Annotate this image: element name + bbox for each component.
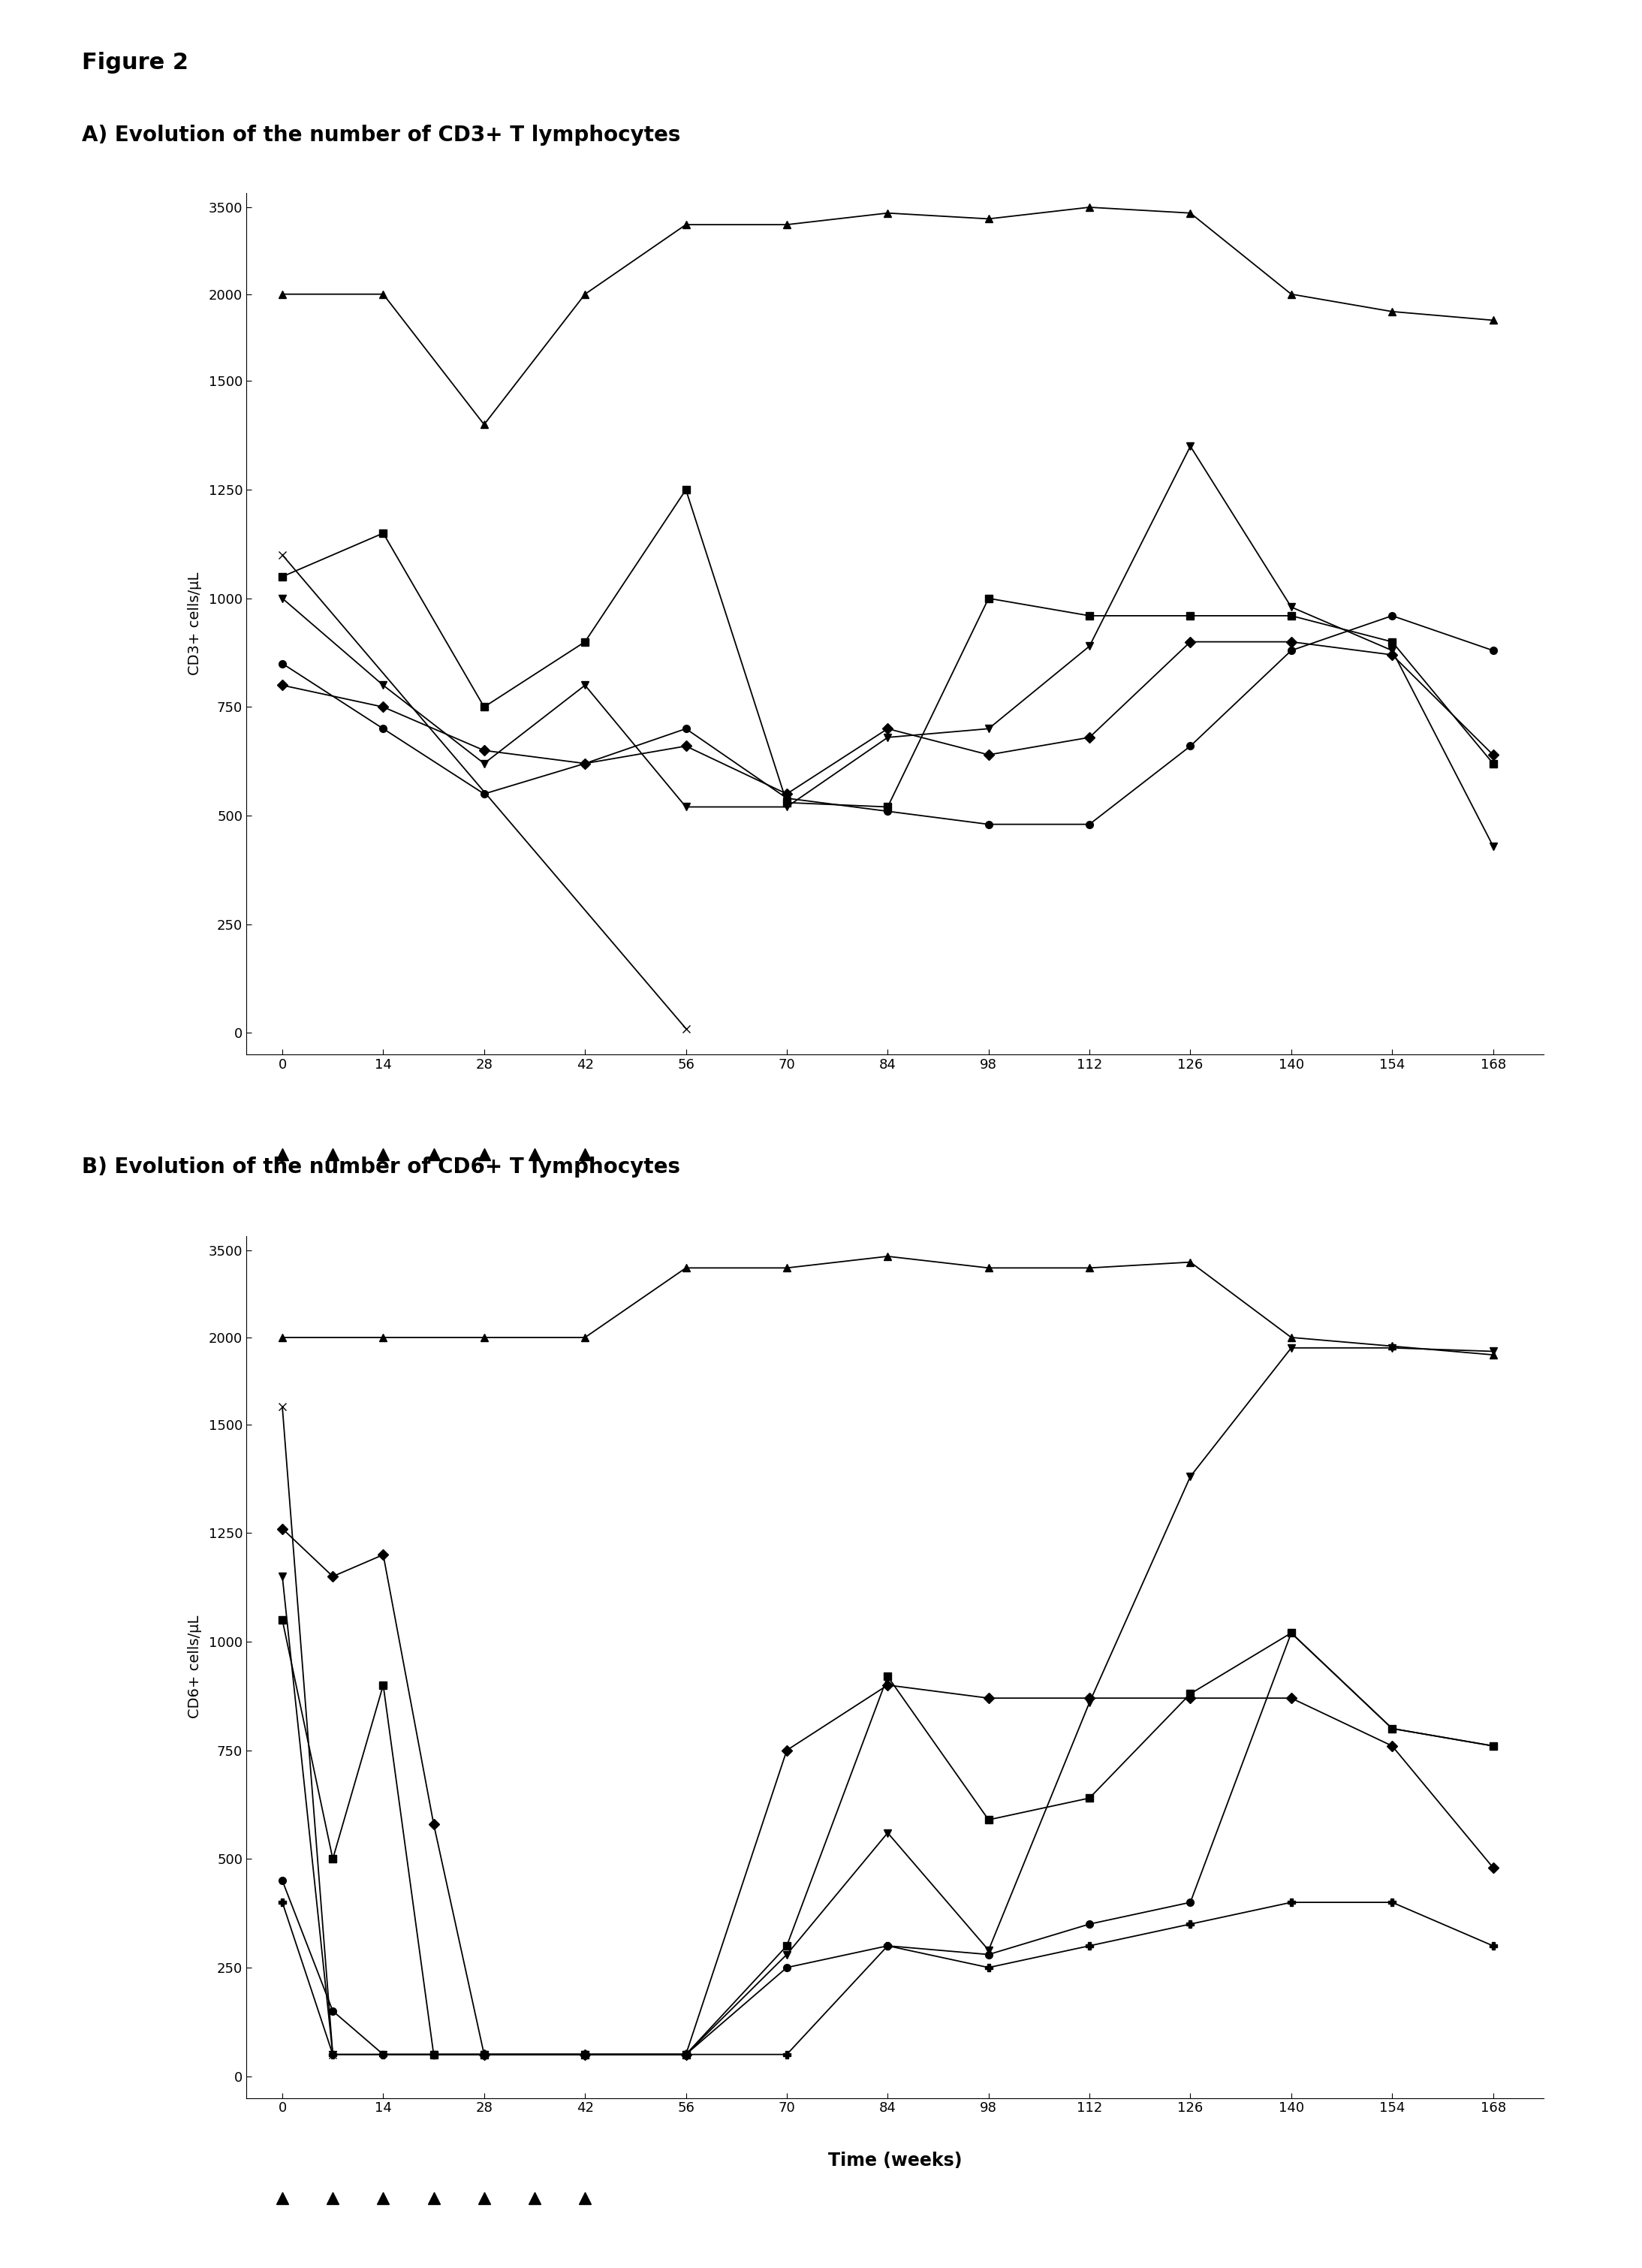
X-axis label: Time (weeks): Time (weeks)	[828, 2152, 962, 2170]
Text: B) Evolution of the number of CD6+ T lymphocytes: B) Evolution of the number of CD6+ T lym…	[82, 1157, 680, 1177]
Text: A) Evolution of the number of CD3+ T lymphocytes: A) Evolution of the number of CD3+ T lym…	[82, 125, 681, 145]
Y-axis label: CD3+ cells/μL: CD3+ cells/μL	[187, 572, 202, 676]
Y-axis label: CD6+ cells/μL: CD6+ cells/μL	[187, 1615, 202, 1719]
Text: Figure 2: Figure 2	[82, 52, 189, 75]
